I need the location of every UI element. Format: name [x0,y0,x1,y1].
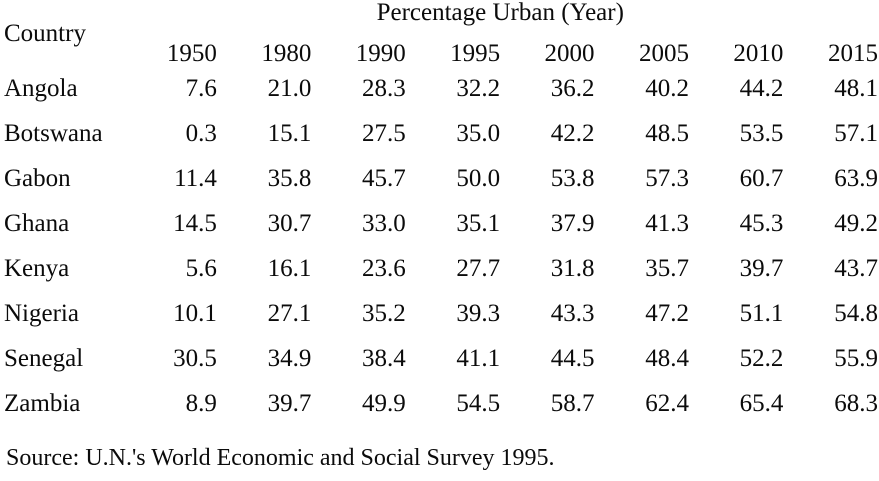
value-cell: 49.2 [834,210,878,237]
value-cell: 44.5 [550,345,595,372]
value-cell: 27.7 [456,255,501,282]
value-cell: 32.2 [456,75,501,102]
year-header-1995: 1995 [450,40,501,67]
value-cell: 27.1 [267,300,312,327]
value-cell: 30.5 [173,345,217,372]
value-cell: 15.1 [267,120,312,147]
table-row-botswana: Botswana 0.3 15.1 27.5 35.0 42.2 48.5 53.5 57.1 [4,111,878,156]
country-cell: Ghana [4,210,70,237]
value-cell: 37.9 [550,210,595,237]
value-cell: 42.2 [550,120,595,147]
value-cell: 41.1 [456,345,501,372]
value-cell: 53.8 [550,165,595,192]
year-header-2005: 2005 [638,40,689,67]
value-cell: 31.8 [550,255,595,282]
value-cell: 35.2 [361,300,406,327]
country-cell: Zambia [4,390,81,417]
source-citation: Source: U.N.'s World Economic and Social… [6,445,555,471]
value-cell: 43.3 [550,300,595,327]
year-header-row: 1950 1980 1990 1995 2000 2005 2010 2015 [4,26,878,66]
value-cell: 8.9 [185,390,217,417]
value-cell: 39.7 [739,255,784,282]
value-cell: 7.6 [185,75,217,102]
value-cell: 10.1 [173,300,217,327]
value-cell: 48.5 [645,120,689,147]
year-header-2000: 2000 [544,40,595,67]
value-cell: 53.5 [739,120,784,147]
table-row-nigeria: Nigeria 10.1 27.1 35.2 39.3 43.3 47.2 51.1 54.8 [4,291,878,336]
value-cell: 51.1 [739,300,784,327]
value-cell: 5.6 [185,255,217,282]
value-cell: 39.7 [267,390,312,417]
value-cell: 49.9 [361,390,406,417]
year-header-1950: 1950 [166,40,217,67]
value-cell: 63.9 [834,165,878,192]
value-cell: 34.9 [267,345,312,372]
value-cell: 65.4 [739,390,784,417]
table-row-senegal: Senegal 30.5 34.9 38.4 41.1 44.5 48.4 52.2 55.9 [4,336,878,381]
country-cell: Angola [4,75,78,102]
value-cell: 40.2 [645,75,689,102]
value-cell: 54.5 [456,390,501,417]
value-cell: 11.4 [174,165,217,192]
value-cell: 38.4 [361,345,406,372]
year-header-2015: 2015 [828,40,878,67]
value-cell: 28.3 [361,75,406,102]
value-cell: 35.1 [456,210,501,237]
table-row-zambia: Zambia 8.9 39.7 49.9 54.5 58.7 62.4 65.4 68.3 [4,381,878,426]
value-cell: 57.3 [645,165,689,192]
value-cell: 43.7 [834,255,878,282]
value-cell: 39.3 [456,300,501,327]
country-cell: Kenya [4,255,70,282]
table-title-row: Country Percentage Urban (Year) [4,0,878,46]
value-cell: 35.7 [645,255,689,282]
value-cell: 35.0 [456,120,501,147]
country-cell: Nigeria [4,300,79,327]
country-column-header: Country [4,19,86,47]
value-cell: 55.9 [834,345,878,372]
value-cell: 60.7 [739,165,784,192]
value-cell: 62.4 [645,390,689,417]
value-cell: 36.2 [550,75,595,102]
table-row-ghana: Ghana 14.5 30.7 33.0 35.1 37.9 41.3 45.3 49.2 [4,201,878,246]
value-cell: 21.0 [267,75,312,102]
value-cell: 14.5 [173,210,217,237]
value-cell: 45.3 [739,210,784,237]
year-header-2010: 2010 [733,40,784,67]
value-cell: 50.0 [456,165,501,192]
value-cell: 0.3 [185,120,217,147]
value-cell: 33.0 [361,210,406,237]
value-cell: 27.5 [361,120,406,147]
value-cell: 52.2 [739,345,784,372]
value-cell: 30.7 [267,210,312,237]
value-cell: 48.1 [834,75,878,102]
year-header-1990: 1990 [355,40,406,67]
value-cell: 58.7 [550,390,595,417]
country-cell: Senegal [4,345,84,372]
table-body: Angola 7.6 21.0 28.3 32.2 36.2 40.2 44.2 48.1 Bot… [4,66,878,426]
country-cell: Botswana [4,120,103,147]
value-cell: 16.1 [267,255,312,282]
value-cell: 35.8 [267,165,312,192]
value-cell: 41.3 [645,210,689,237]
table-row-gabon: Gabon 11.4 35.8 45.7 50.0 53.8 57.3 60.7 63.9 [4,156,878,201]
value-cell: 57.1 [834,120,878,147]
percentage-urban-table: Country Percentage Urban (Year) 1950 1980… [4,0,878,426]
value-cell: 44.2 [739,75,784,102]
value-cell: 47.2 [645,300,689,327]
value-cell: 45.7 [361,165,406,192]
value-cell: 48.4 [645,345,689,372]
value-cell: 68.3 [834,390,878,417]
table-row-kenya: Kenya 5.6 16.1 23.6 27.7 31.8 35.7 39.7 43.7 [4,246,878,291]
table-title: Percentage Urban (Year) [376,0,624,26]
value-cell: 54.8 [834,300,878,327]
table-row-angola: Angola 7.6 21.0 28.3 32.2 36.2 40.2 44.2 48.1 [4,66,878,111]
country-cell: Gabon [4,165,71,192]
value-cell: 23.6 [361,255,406,282]
year-header-1980: 1980 [261,40,312,67]
